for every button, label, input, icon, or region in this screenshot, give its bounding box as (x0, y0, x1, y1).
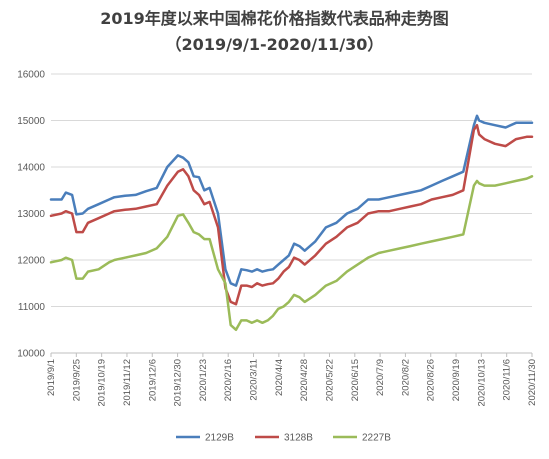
y-axis-ticks: 10000 11000 12000 13000 14000 15000 16000 (17, 70, 45, 360)
x-tick-label: 2020/2/16 (223, 359, 234, 401)
x-tick-label: 2019/10/19 (97, 359, 108, 407)
chart-subtitle: （2019/9/1-2020/11/30） (166, 35, 384, 54)
y-tick-label: 10000 (17, 349, 45, 360)
y-tick-label: 14000 (17, 163, 45, 174)
x-tick-label: 2020/7/9 (375, 359, 386, 396)
x-tick-label: 2020/10/13 (476, 359, 487, 407)
x-tick-label: 2019/11/12 (122, 359, 133, 406)
chart-title: 2019年度以来中国棉花价格指数代表品种走势图 (100, 9, 449, 28)
gridlines (51, 73, 532, 354)
x-tick-label: 2019/12/6 (147, 359, 158, 401)
x-tick-label: 2019/9/25 (71, 359, 82, 401)
y-tick-label: 13000 (17, 209, 45, 220)
x-tick-label: 2020/4/28 (299, 359, 310, 401)
x-tick-label: 2020/4/4 (274, 359, 285, 396)
x-tick-label: 2020/1/23 (198, 359, 209, 401)
series-lines (49, 114, 534, 332)
x-tick-label: 2020/9/19 (451, 359, 462, 401)
legend-label-3128B: 3128B (284, 433, 313, 444)
x-tick-label: 2020/6/15 (350, 359, 361, 401)
x-axis-ticks: 2019/9/1 2019/9/25 2019/10/19 2019/11/12 201… (46, 353, 538, 407)
x-tick-label: 2019/9/1 (46, 359, 57, 396)
x-tick-label: 2020/3/11 (249, 359, 260, 401)
legend-label-2227B: 2227B (362, 433, 391, 444)
x-tick-label: 2020/5/22 (324, 359, 335, 401)
y-tick-label: 16000 (17, 70, 45, 81)
x-tick-label: 2020/11/6 (502, 359, 513, 401)
x-tick-label: 2019/12/30 (173, 359, 184, 407)
series-line-2227B (49, 175, 534, 332)
y-tick-label: 12000 (17, 256, 45, 267)
y-tick-label: 15000 (17, 116, 45, 127)
y-tick-label: 11000 (18, 302, 46, 313)
x-tick-label: 2020/11/30 (527, 359, 538, 406)
x-tick-label: 2020/8/2 (400, 359, 411, 396)
legend: 2129B 3128B 2227B (176, 433, 391, 444)
series-line-2129B (49, 114, 534, 287)
series-line-3128B (49, 123, 534, 306)
x-tick-label: 2020/8/26 (426, 359, 437, 401)
legend-label-2129B: 2129B (205, 433, 234, 444)
